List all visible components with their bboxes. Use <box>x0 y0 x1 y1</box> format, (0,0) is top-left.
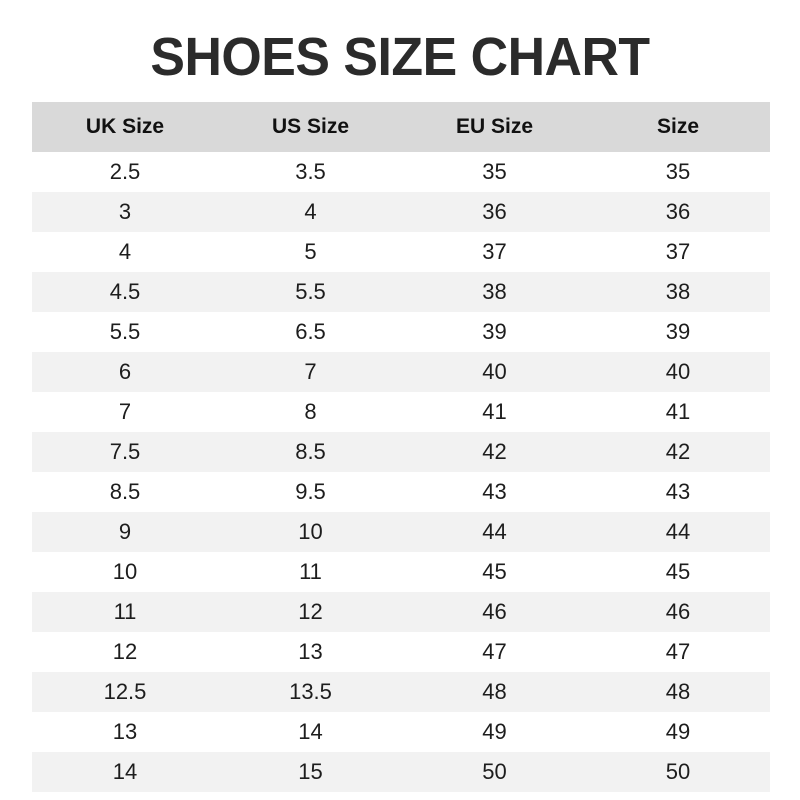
table-row: 6 7 40 40 <box>32 352 770 392</box>
cell-uk: 13 <box>112 719 138 744</box>
table-row: 5.5 6.5 39 39 <box>32 312 770 352</box>
table-row: 12 13 47 47 <box>32 632 770 672</box>
cell-uk: 12.5 <box>103 679 147 704</box>
cell-eu: 45 <box>482 559 507 584</box>
cell-us: 5.5 <box>295 279 326 304</box>
table-header-row: UK Size US Size EU Size Size <box>32 102 770 152</box>
cell-uk: 10 <box>112 559 138 584</box>
cell-size: 38 <box>665 279 691 304</box>
column-header-eu-size: EU Size <box>455 115 534 138</box>
table-row: 10 11 45 45 <box>32 552 770 592</box>
cell-size: 43 <box>665 479 691 504</box>
table-row: 13 14 49 49 <box>32 712 770 752</box>
table-row: 7 8 41 41 <box>32 392 770 432</box>
cell-eu: 42 <box>482 439 507 464</box>
cell-us: 14 <box>298 719 323 744</box>
cell-us: 12 <box>298 599 323 624</box>
cell-size: 44 <box>665 519 691 544</box>
table-row: 14 15 50 50 <box>32 752 770 792</box>
table-row: 3 4 36 36 <box>32 192 770 232</box>
cell-size: 49 <box>665 719 691 744</box>
cell-eu: 38 <box>482 279 507 304</box>
cell-eu: 48 <box>482 679 507 704</box>
table-row: 8.5 9.5 43 43 <box>32 472 770 512</box>
cell-us: 5 <box>304 239 317 264</box>
cell-eu: 36 <box>482 199 507 224</box>
cell-us: 9.5 <box>295 479 326 504</box>
page-title: SHOES SIZE CHART <box>150 27 650 87</box>
cell-size: 36 <box>665 199 691 224</box>
cell-uk: 14 <box>112 759 138 784</box>
cell-us: 11 <box>299 559 322 584</box>
table-row: 4.5 5.5 38 38 <box>32 272 770 312</box>
cell-size: 42 <box>665 439 691 464</box>
cell-uk: 7 <box>118 399 132 424</box>
cell-eu: 49 <box>482 719 507 744</box>
cell-size: 48 <box>665 679 691 704</box>
cell-eu: 40 <box>482 359 507 384</box>
cell-us: 3.5 <box>295 159 326 184</box>
cell-size: 40 <box>665 359 691 384</box>
column-header-us-size: US Size <box>271 115 350 138</box>
cell-eu: 41 <box>482 399 507 424</box>
cell-us: 8 <box>304 399 317 424</box>
cell-eu: 39 <box>482 319 507 344</box>
column-header-size: Size <box>656 115 700 138</box>
table-row: 2.5 3.5 35 35 <box>32 152 770 192</box>
table-row: 11 12 46 46 <box>32 592 770 632</box>
table-row: 4 5 37 37 <box>32 232 770 272</box>
cell-uk: 5.5 <box>109 319 141 344</box>
cell-eu: 37 <box>482 239 507 264</box>
cell-uk: 11 <box>113 599 137 624</box>
table-header: UK Size US Size EU Size Size <box>32 102 770 152</box>
cell-size: 41 <box>665 399 691 424</box>
shoe-size-table: UK Size US Size EU Size Size 2.5 3.5 35 35 3… <box>32 102 770 792</box>
cell-uk: 4 <box>118 239 132 264</box>
cell-eu: 50 <box>482 759 507 784</box>
cell-size: 50 <box>665 759 691 784</box>
cell-size: 35 <box>665 159 691 184</box>
table-row: 12.5 13.5 48 48 <box>32 672 770 712</box>
cell-us: 13 <box>298 639 323 664</box>
cell-uk: 3 <box>118 199 132 224</box>
cell-us: 10 <box>298 519 323 544</box>
cell-uk: 8.5 <box>109 479 141 504</box>
cell-uk: 7.5 <box>109 439 141 464</box>
table-row: 9 10 44 44 <box>32 512 770 552</box>
table-row: 7.5 8.5 42 42 <box>32 432 770 472</box>
cell-size: 37 <box>665 239 691 264</box>
cell-us: 7 <box>304 359 317 384</box>
cell-uk: 12 <box>112 639 138 664</box>
cell-size: 45 <box>665 559 691 584</box>
cell-size: 39 <box>665 319 691 344</box>
cell-eu: 47 <box>482 639 507 664</box>
cell-eu: 44 <box>482 519 507 544</box>
cell-eu: 35 <box>482 159 507 184</box>
cell-uk: 2.5 <box>109 159 141 184</box>
cell-size: 46 <box>665 599 691 624</box>
cell-us: 13.5 <box>289 679 332 704</box>
cell-uk: 4.5 <box>109 279 141 304</box>
cell-size: 47 <box>665 639 691 664</box>
cell-eu: 46 <box>482 599 507 624</box>
cell-us: 6.5 <box>295 319 326 344</box>
column-header-uk-size: UK Size <box>85 115 165 138</box>
size-table-container: UK Size US Size EU Size Size 2.5 3.5 35 35 3… <box>32 102 770 792</box>
cell-uk: 9 <box>118 519 132 544</box>
cell-eu: 43 <box>482 479 507 504</box>
cell-uk: 6 <box>118 359 132 384</box>
cell-us: 4 <box>304 199 317 224</box>
cell-us: 8.5 <box>295 439 326 464</box>
cell-us: 15 <box>298 759 323 784</box>
table-body: 2.5 3.5 35 35 3 4 36 36 4 5 37 37 4.5 5.5 38 38 5.5 6.5 39… <box>32 152 770 792</box>
